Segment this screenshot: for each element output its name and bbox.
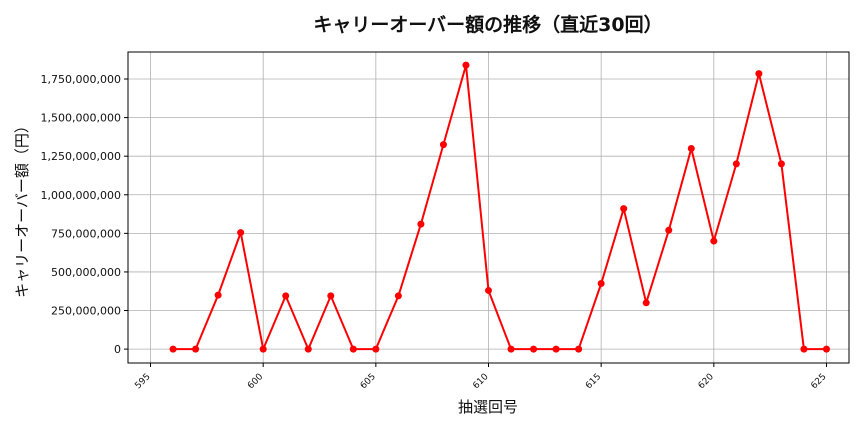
data-point	[282, 292, 290, 300]
data-point	[687, 144, 695, 152]
data-point	[755, 70, 763, 78]
data-point	[349, 345, 357, 353]
grid-lines	[128, 52, 849, 363]
x-axis-label: 抽選回号	[458, 398, 518, 416]
y-tick-label: 1,000,000,000	[41, 189, 121, 202]
x-tick-label: 620	[697, 372, 716, 391]
data-point	[259, 345, 267, 353]
y-axis-ticks: 0 250,000,000 500,000,000 750,000,000 1,000,…	[41, 73, 128, 356]
y-tick-label: 1,250,000,000	[41, 150, 121, 163]
data-point	[665, 226, 673, 234]
x-tick-label: 610	[471, 372, 490, 391]
y-axis-label: キャリーオーバー額（円）	[13, 118, 31, 298]
data-point	[732, 160, 740, 168]
data-point	[530, 345, 538, 353]
data-point	[777, 160, 785, 168]
data-point	[620, 205, 628, 213]
data-point	[822, 345, 830, 353]
y-tick-label: 1,750,000,000	[41, 73, 121, 86]
data-point	[394, 292, 402, 300]
x-axis-ticks: 595 600 605 610 615 620 625	[133, 363, 829, 391]
data-point	[214, 291, 222, 299]
data-point	[710, 237, 718, 245]
data-point	[462, 61, 470, 69]
data-point	[552, 345, 560, 353]
data-point	[237, 229, 245, 237]
series-carryover	[169, 61, 830, 353]
data-point	[327, 292, 335, 300]
y-tick-label: 0	[114, 343, 121, 356]
y-tick-label: 500,000,000	[51, 266, 121, 279]
data-point	[439, 141, 447, 149]
series-line	[173, 64, 827, 351]
y-tick-label: 1,500,000,000	[41, 112, 121, 125]
x-tick-label: 595	[133, 372, 152, 391]
y-tick-label: 250,000,000	[51, 305, 121, 318]
data-point	[304, 345, 312, 353]
x-tick-label: 615	[584, 372, 603, 391]
data-point	[417, 220, 425, 228]
x-tick-label: 625	[809, 372, 828, 391]
plot-frame	[127, 51, 850, 364]
data-point	[575, 345, 583, 353]
x-tick-label: 605	[359, 372, 378, 391]
x-tick-label: 600	[246, 372, 265, 391]
y-tick-label: 750,000,000	[51, 227, 121, 240]
data-point	[485, 286, 492, 294]
data-point	[507, 345, 515, 353]
data-point	[642, 299, 650, 307]
data-point	[169, 345, 177, 353]
data-point	[800, 345, 808, 353]
data-point	[597, 280, 605, 288]
data-point	[192, 345, 200, 353]
data-point	[372, 345, 380, 353]
chart-title: キャリーオーバー額の推移（直近30回）	[313, 13, 662, 36]
